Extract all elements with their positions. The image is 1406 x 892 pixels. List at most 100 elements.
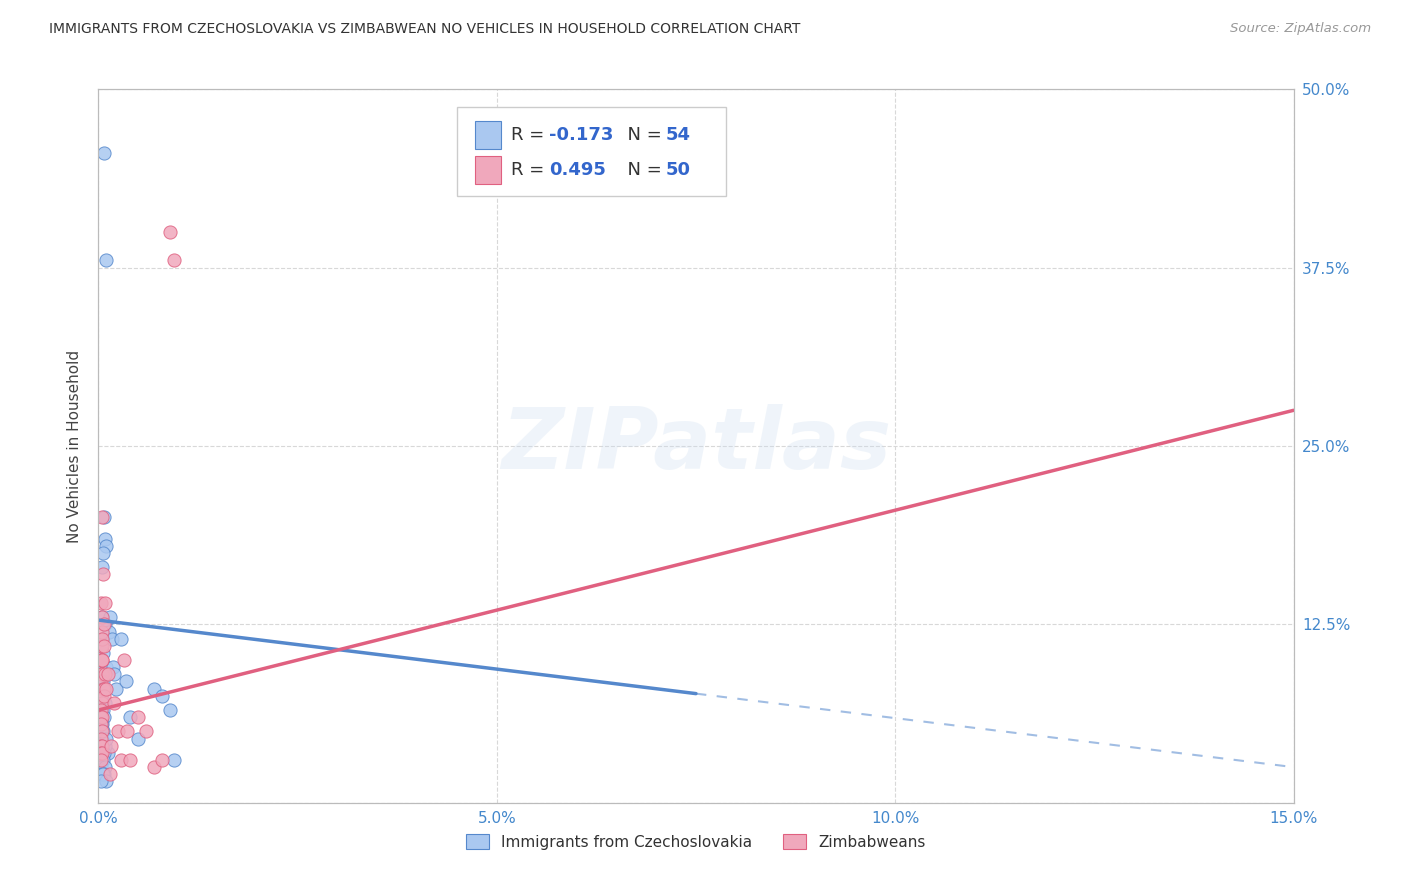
Point bbox=[90, 760, 112, 774]
Point bbox=[94, 760, 117, 774]
Legend: Immigrants from Czechoslovakia, Zimbabweans: Immigrants from Czechoslovakia, Zimbabwe… bbox=[460, 828, 932, 855]
Point bbox=[112, 653, 135, 667]
Point bbox=[90, 753, 112, 767]
Point bbox=[159, 703, 181, 717]
Point bbox=[93, 746, 115, 760]
Point bbox=[94, 660, 117, 674]
Point bbox=[93, 639, 115, 653]
Point bbox=[91, 667, 114, 681]
Point bbox=[94, 731, 117, 746]
Point bbox=[127, 710, 149, 724]
Point bbox=[96, 253, 118, 268]
Point bbox=[90, 717, 112, 731]
Point bbox=[90, 717, 112, 731]
Point bbox=[91, 710, 114, 724]
Point bbox=[90, 739, 112, 753]
Point bbox=[91, 703, 114, 717]
Point bbox=[90, 596, 112, 610]
Point bbox=[91, 653, 114, 667]
Point bbox=[91, 753, 114, 767]
Point bbox=[150, 753, 173, 767]
Point bbox=[91, 767, 114, 781]
Point bbox=[91, 674, 114, 689]
Point bbox=[100, 739, 122, 753]
Text: IMMIGRANTS FROM CZECHOSLOVAKIA VS ZIMBABWEAN NO VEHICLES IN HOUSEHOLD CORRELATIO: IMMIGRANTS FROM CZECHOSLOVAKIA VS ZIMBAB… bbox=[49, 22, 800, 37]
Point bbox=[91, 560, 114, 574]
Text: R =: R = bbox=[510, 126, 550, 144]
Point bbox=[90, 746, 112, 760]
Point bbox=[120, 710, 142, 724]
Point bbox=[93, 710, 115, 724]
Point bbox=[94, 774, 117, 789]
Point bbox=[98, 767, 121, 781]
Point bbox=[127, 731, 149, 746]
Point bbox=[94, 617, 117, 632]
Text: N =: N = bbox=[616, 126, 668, 144]
Point bbox=[143, 760, 166, 774]
Point bbox=[98, 610, 122, 624]
Point bbox=[94, 596, 117, 610]
Point bbox=[90, 639, 112, 653]
Point bbox=[90, 710, 112, 724]
Point bbox=[94, 739, 117, 753]
Point bbox=[90, 731, 112, 746]
Bar bbox=[475, 155, 501, 184]
Point bbox=[90, 689, 112, 703]
Point bbox=[91, 724, 114, 739]
Point bbox=[143, 681, 166, 696]
Point bbox=[97, 746, 120, 760]
Bar bbox=[475, 120, 501, 149]
Point bbox=[96, 681, 118, 696]
Point bbox=[103, 667, 125, 681]
FancyBboxPatch shape bbox=[457, 107, 725, 196]
Point bbox=[93, 146, 115, 161]
Point bbox=[115, 724, 138, 739]
Point bbox=[91, 696, 114, 710]
Point bbox=[90, 717, 112, 731]
Point bbox=[90, 624, 112, 639]
Point bbox=[93, 681, 115, 696]
Point bbox=[110, 632, 132, 646]
Point bbox=[91, 739, 114, 753]
Point bbox=[97, 667, 120, 681]
Point bbox=[90, 653, 112, 667]
Point bbox=[91, 610, 114, 624]
Point bbox=[91, 632, 114, 646]
Text: R =: R = bbox=[510, 161, 550, 178]
Point bbox=[97, 624, 120, 639]
Point bbox=[90, 632, 112, 646]
Text: 50: 50 bbox=[666, 161, 692, 178]
Point bbox=[107, 724, 129, 739]
Point bbox=[150, 689, 173, 703]
Point bbox=[91, 681, 114, 696]
Point bbox=[90, 731, 112, 746]
Point bbox=[94, 539, 117, 553]
Point bbox=[90, 510, 112, 524]
Point bbox=[94, 532, 117, 546]
Point bbox=[91, 567, 114, 582]
Point bbox=[101, 660, 124, 674]
Point bbox=[90, 774, 112, 789]
Point bbox=[91, 724, 114, 739]
Point bbox=[90, 689, 112, 703]
Text: 54: 54 bbox=[666, 126, 692, 144]
Point bbox=[115, 674, 138, 689]
Point bbox=[90, 674, 112, 689]
Point bbox=[94, 696, 117, 710]
Point bbox=[91, 746, 114, 760]
Point bbox=[90, 667, 112, 681]
Point bbox=[159, 225, 181, 239]
Point bbox=[104, 681, 127, 696]
Text: ZIPatlas: ZIPatlas bbox=[501, 404, 891, 488]
Text: Source: ZipAtlas.com: Source: ZipAtlas.com bbox=[1230, 22, 1371, 36]
Point bbox=[91, 653, 114, 667]
Point bbox=[90, 703, 112, 717]
Point bbox=[91, 546, 114, 560]
Point bbox=[163, 753, 186, 767]
Point bbox=[91, 746, 114, 760]
Point bbox=[91, 767, 114, 781]
Point bbox=[90, 739, 112, 753]
Point bbox=[101, 632, 124, 646]
Point bbox=[93, 510, 115, 524]
Point bbox=[91, 667, 114, 681]
